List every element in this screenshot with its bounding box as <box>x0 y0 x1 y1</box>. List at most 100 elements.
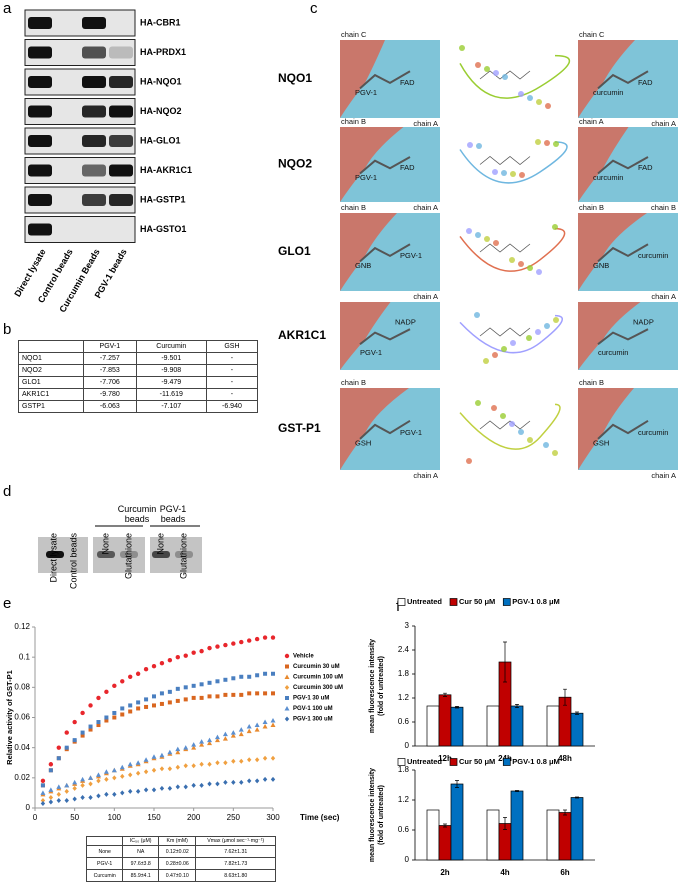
y-tick-label: 1.8 <box>398 669 410 678</box>
point <box>239 639 244 645</box>
residue <box>475 62 481 68</box>
point <box>80 710 85 716</box>
point <box>199 648 204 654</box>
point <box>143 667 149 672</box>
legend-label: Cur 50 μM <box>459 757 495 766</box>
legend-swatch <box>449 598 458 606</box>
protein-name: GLO1 <box>278 244 311 258</box>
table-cell: -7.853 <box>83 364 137 377</box>
protein-name: NQO2 <box>278 157 312 171</box>
point <box>96 793 101 799</box>
point <box>167 700 172 705</box>
residue <box>536 269 542 275</box>
point <box>215 644 220 649</box>
point <box>183 697 188 702</box>
point <box>207 680 212 685</box>
legend-swatch <box>502 598 511 606</box>
legend-label: PGV-1 0.8 μM <box>512 757 560 766</box>
residue <box>544 323 550 329</box>
error-bar <box>563 809 567 816</box>
blot-band <box>82 135 106 147</box>
point <box>255 673 260 678</box>
point <box>167 785 173 791</box>
legend-swatch <box>397 758 406 766</box>
point <box>120 679 125 684</box>
point <box>103 769 109 774</box>
lane-label: None <box>100 533 110 555</box>
residue <box>492 352 498 358</box>
x-tick-label: 2h <box>440 868 449 877</box>
table-header: IC₅₀ (μM) Km (mM) Vmax (μmol sec⁻¹·mg⁻¹) <box>85 836 276 846</box>
point <box>270 635 276 640</box>
point <box>238 731 244 737</box>
residue <box>519 172 525 178</box>
panel-letter: e <box>3 595 11 612</box>
point <box>231 641 236 646</box>
point <box>231 779 236 785</box>
point <box>262 719 268 725</box>
point <box>159 766 165 772</box>
protein-label: HA-GSTP1 <box>140 194 186 204</box>
residue <box>544 140 550 146</box>
error-bar <box>563 688 567 706</box>
y-tick-label: 3 <box>405 621 410 630</box>
table-cell: -11.619 <box>135 388 207 401</box>
blot-band <box>28 194 52 206</box>
point <box>175 654 180 660</box>
blot-band <box>109 46 133 59</box>
ligand <box>597 243 649 263</box>
point <box>223 692 228 697</box>
y-axis-title: Relative activity of GST-P1 <box>5 670 14 765</box>
x-tick-label: 150 <box>147 813 161 822</box>
table-cell: NQO1 <box>17 352 85 365</box>
point <box>239 758 244 764</box>
point <box>222 731 228 737</box>
table-cell: 0.47±0.10 <box>158 869 197 882</box>
legend-swatch <box>502 758 511 766</box>
ligand <box>597 419 649 440</box>
protein-label: HA-GLO1 <box>140 135 181 145</box>
point <box>104 715 109 720</box>
point <box>120 790 125 796</box>
point <box>175 749 181 755</box>
point <box>223 779 228 785</box>
error-bar <box>515 704 519 708</box>
blot-band <box>28 46 52 59</box>
point <box>111 767 117 773</box>
point <box>214 734 220 740</box>
residue <box>509 421 515 427</box>
y-axis-title: (fold of untreated) <box>378 785 385 845</box>
bar <box>426 809 440 861</box>
ligand <box>359 419 411 440</box>
point <box>120 712 125 717</box>
point <box>56 784 62 789</box>
lane-label: Glutathione <box>123 533 133 579</box>
residue <box>535 329 541 335</box>
point <box>80 782 85 788</box>
structure-label: curcumin <box>638 428 668 437</box>
table-cell: NQO2 <box>17 364 85 377</box>
point <box>271 671 275 676</box>
point <box>207 737 213 743</box>
surface <box>578 40 635 118</box>
point <box>199 695 204 700</box>
residue <box>500 413 506 419</box>
residue <box>493 240 499 246</box>
table-cell: -6.940 <box>205 400 259 413</box>
point <box>135 671 141 676</box>
group-label: Curcumin beads <box>117 504 157 524</box>
x-tick-label: 0 <box>33 813 38 822</box>
surface <box>340 127 404 202</box>
column-header: PGV-1 <box>83 340 137 353</box>
x-tick-label: 300 <box>266 813 280 822</box>
blot-band <box>28 17 52 29</box>
legend-marker <box>284 674 290 679</box>
legend-marker <box>284 685 290 690</box>
point <box>159 691 164 696</box>
point <box>191 745 197 750</box>
x-tick-label: 12h <box>438 754 452 763</box>
structure-label: chain B <box>579 203 604 212</box>
residue <box>527 437 533 443</box>
point <box>191 695 196 700</box>
protein-label: HA-GSTO1 <box>140 224 186 234</box>
